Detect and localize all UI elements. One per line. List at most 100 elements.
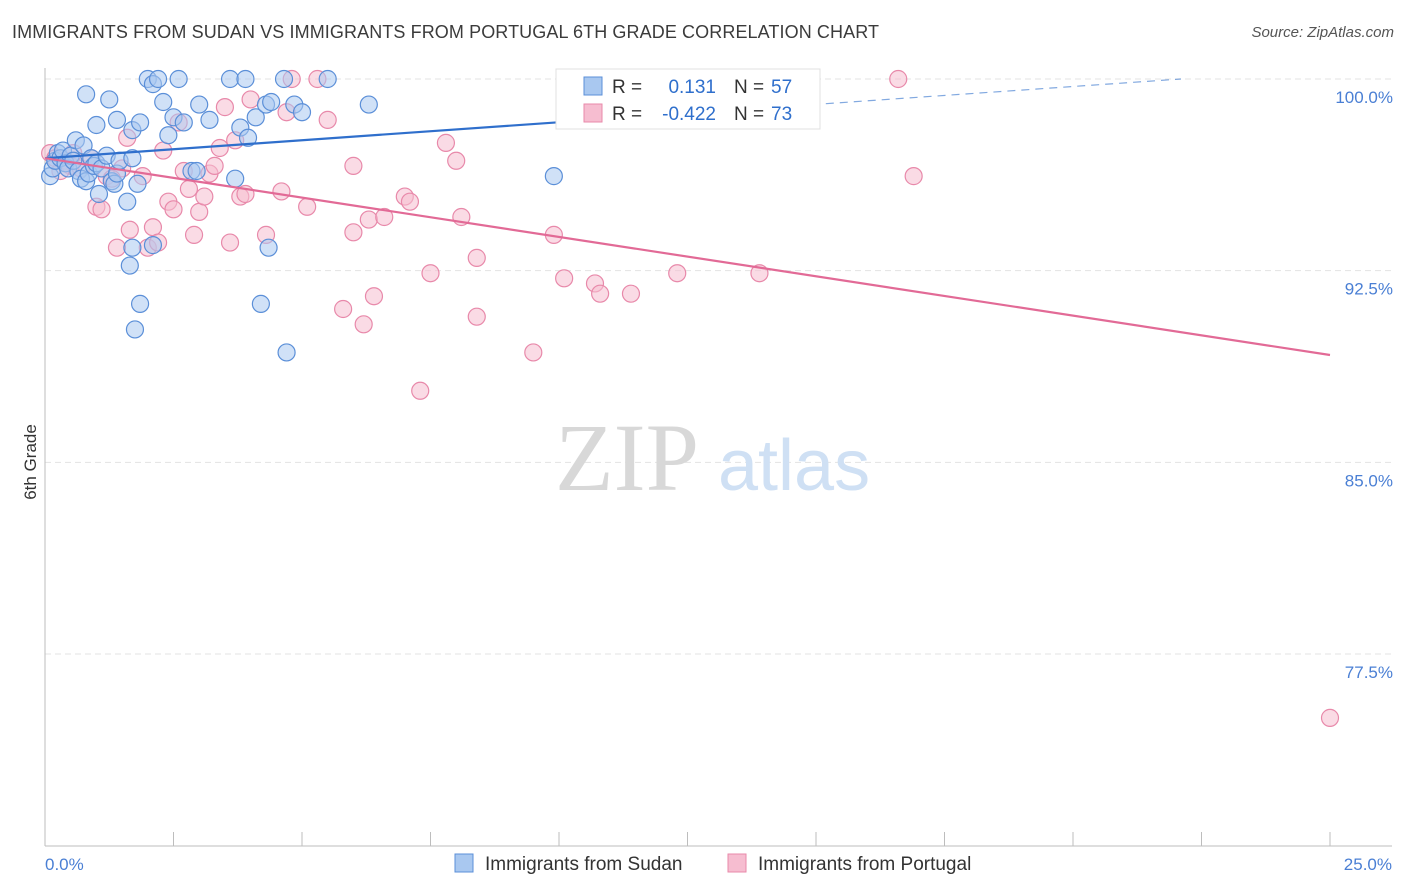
stats-legend-portugal-r-value: -0.422 bbox=[662, 104, 716, 125]
series-legend-sudan-swatch bbox=[454, 853, 474, 873]
sudan-point bbox=[120, 256, 139, 275]
x-tick-label-min: 0.0% bbox=[45, 855, 84, 874]
portugal-point bbox=[555, 269, 574, 288]
sudan-point bbox=[174, 113, 193, 132]
portugal-point bbox=[241, 90, 260, 109]
portugal-point bbox=[334, 299, 353, 319]
series-legend: Immigrants from Sudan Immigrants from Po… bbox=[454, 853, 971, 875]
portugal-point bbox=[210, 138, 229, 158]
portugal-point bbox=[195, 187, 214, 206]
portugal-point bbox=[179, 179, 199, 198]
sudan-point bbox=[220, 69, 240, 89]
portugal-point bbox=[120, 220, 139, 239]
portugal-point bbox=[215, 98, 234, 117]
stats-legend-sudan-swatch bbox=[583, 76, 603, 96]
portugal-point bbox=[436, 133, 456, 152]
y-tick-label: 100.0% bbox=[1335, 88, 1393, 107]
portugal-point bbox=[359, 210, 378, 229]
portugal-point bbox=[184, 225, 204, 244]
stats-legend-portugal-swatch bbox=[583, 103, 603, 123]
sudan-point bbox=[262, 92, 281, 112]
portugal-point bbox=[298, 197, 317, 216]
sudan-point bbox=[359, 95, 378, 114]
portugal-point bbox=[92, 200, 111, 219]
sudan-point bbox=[125, 320, 145, 339]
stats-legend-portugal-n-value: 73 bbox=[771, 104, 792, 125]
sudan-point bbox=[130, 294, 150, 313]
sudan-point bbox=[190, 95, 209, 114]
portugal-point bbox=[400, 192, 420, 211]
sudan-point bbox=[274, 69, 294, 89]
portugal-point bbox=[668, 264, 687, 283]
axes: 0.0% 25.0% bbox=[44, 68, 1392, 874]
sudan-point bbox=[226, 169, 245, 188]
sudan-point bbox=[159, 126, 178, 145]
portugal-point bbox=[904, 167, 923, 186]
sudan-point bbox=[246, 108, 265, 127]
stats-legend-sudan-n-label: N = bbox=[734, 77, 764, 98]
sudan-point bbox=[251, 294, 270, 313]
portugal-point bbox=[524, 343, 543, 362]
sudan-point bbox=[187, 161, 206, 181]
portugal-point bbox=[467, 248, 486, 267]
sudan-point bbox=[118, 192, 137, 211]
portugal-point bbox=[411, 381, 430, 400]
portugal-point bbox=[421, 264, 440, 283]
source-attribution: Source: ZipAtlas.com bbox=[1251, 24, 1394, 41]
stats-legend-portugal-r-label: R = bbox=[612, 104, 642, 125]
stats-legend-sudan-r-value: 0.131 bbox=[668, 77, 716, 98]
portugal-point bbox=[354, 315, 373, 334]
portugal-point bbox=[190, 202, 209, 221]
sudan-point bbox=[128, 174, 147, 193]
series-legend-portugal-label: Immigrants from Portugal bbox=[758, 854, 971, 875]
series-legend-portugal-swatch bbox=[727, 853, 747, 873]
sudan-point bbox=[292, 103, 312, 122]
sudan-point bbox=[123, 149, 142, 168]
portugal-point bbox=[272, 182, 291, 201]
portugal-point bbox=[164, 200, 183, 219]
sudan-point bbox=[169, 69, 188, 89]
sudan-point bbox=[544, 167, 563, 186]
portugal-point bbox=[344, 223, 363, 242]
portugal-point bbox=[344, 156, 363, 175]
sudan-point bbox=[87, 115, 106, 135]
chart-title: IMMIGRANTS FROM SUDAN VS IMMIGRANTS FROM… bbox=[12, 22, 880, 42]
watermark-atlas: atlas bbox=[718, 426, 870, 506]
portugal-point bbox=[143, 218, 163, 237]
sudan-point bbox=[89, 184, 109, 204]
portugal-point bbox=[467, 307, 486, 326]
portugal-point bbox=[107, 238, 127, 257]
sudan-point bbox=[123, 238, 142, 257]
portugal-point bbox=[364, 287, 384, 306]
sudan-point bbox=[318, 69, 337, 89]
portugal-point bbox=[591, 284, 610, 303]
stats-legend-sudan-r-label: R = bbox=[612, 77, 642, 98]
stats-legend-sudan-n-value: 57 bbox=[771, 77, 792, 98]
sudan-point bbox=[77, 85, 96, 104]
stats-legend-portugal-n-label: N = bbox=[734, 104, 764, 125]
sudan-point bbox=[277, 343, 296, 362]
sudan-point bbox=[100, 90, 119, 109]
sudan-point bbox=[143, 236, 163, 255]
sudan-trend-line bbox=[44, 120, 575, 160]
portugal-point bbox=[375, 207, 394, 227]
portugal-point bbox=[889, 69, 908, 89]
stats-legend: R = 0.131 N = 57 R = -0.422 N = 73 bbox=[555, 68, 821, 130]
sudan-point bbox=[130, 113, 150, 132]
sudan-point bbox=[154, 92, 173, 112]
sudan-point bbox=[238, 128, 258, 147]
x-tick-label-max: 25.0% bbox=[1344, 855, 1392, 874]
sudan-point bbox=[236, 69, 255, 89]
portugal-point bbox=[621, 284, 641, 303]
y-tick-label: 85.0% bbox=[1345, 471, 1393, 490]
portugal-point bbox=[1320, 708, 1340, 727]
series-legend-sudan-label: Immigrants from Sudan bbox=[485, 854, 682, 875]
watermark-zip: ZIP bbox=[555, 404, 699, 511]
portugal-trend-line bbox=[44, 157, 1331, 357]
portugal-point bbox=[220, 233, 240, 252]
portugal-point bbox=[447, 151, 466, 170]
y-tick-label: 77.5% bbox=[1345, 663, 1393, 682]
sudan-point bbox=[259, 238, 278, 257]
portugal-point bbox=[318, 110, 337, 129]
